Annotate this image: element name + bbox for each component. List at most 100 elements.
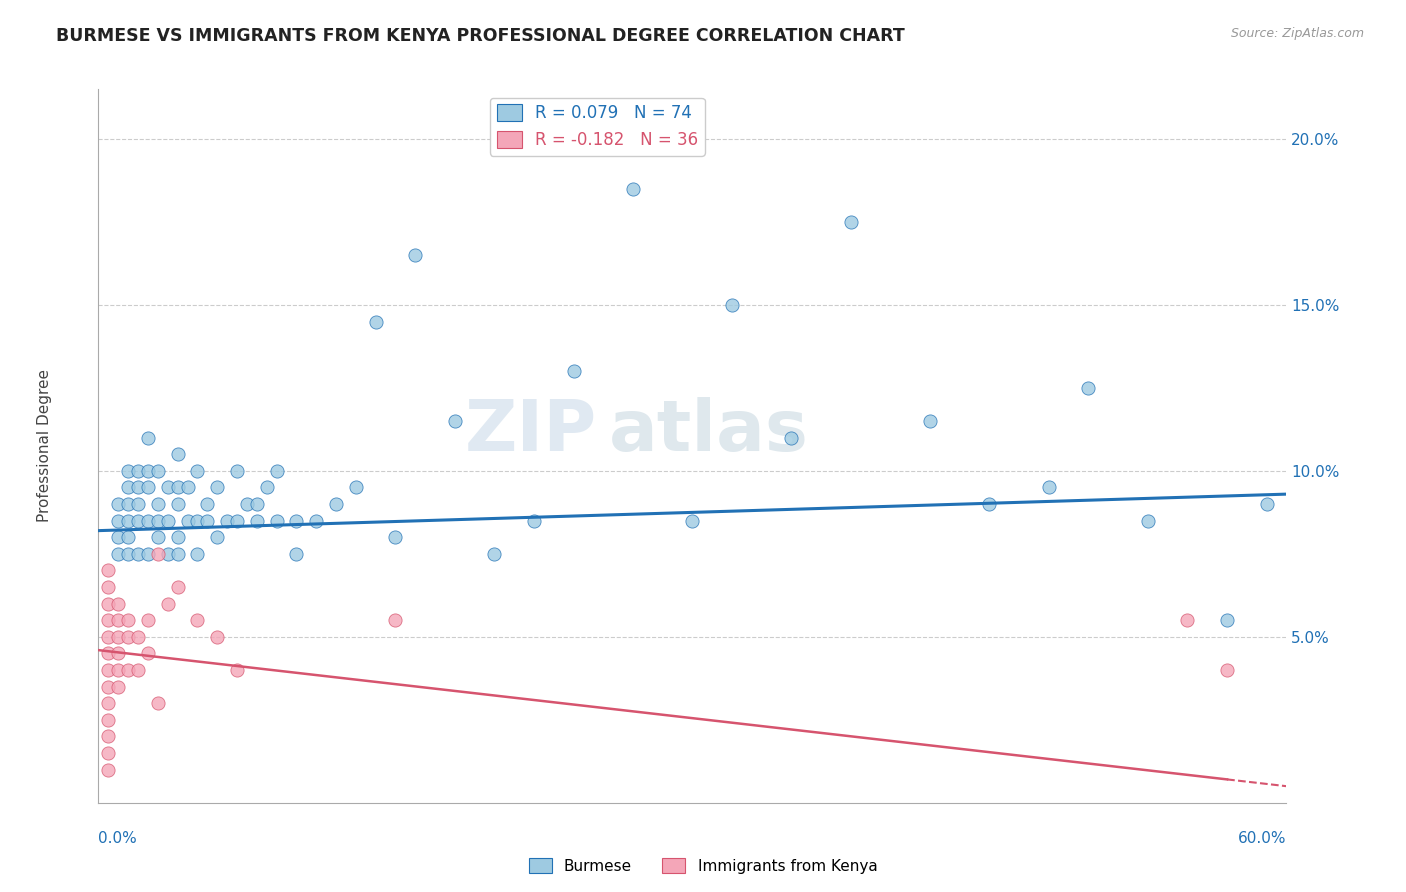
- Text: ZIP: ZIP: [465, 397, 598, 467]
- Point: [236, 497, 259, 511]
- Point: [839, 215, 862, 229]
- Point: [156, 597, 179, 611]
- Point: [780, 431, 803, 445]
- Text: atlas: atlas: [609, 397, 810, 467]
- Point: [136, 481, 159, 495]
- Point: [166, 530, 188, 544]
- Point: [1256, 497, 1278, 511]
- Point: [979, 497, 1001, 511]
- Point: [1136, 514, 1159, 528]
- Point: [1216, 613, 1239, 627]
- Point: [97, 680, 120, 694]
- Point: [444, 414, 467, 428]
- Point: [384, 613, 406, 627]
- Point: [166, 447, 188, 461]
- Point: [97, 663, 120, 677]
- Point: [1077, 381, 1099, 395]
- Point: [107, 497, 129, 511]
- Point: [920, 414, 942, 428]
- Point: [146, 547, 169, 561]
- Point: [1177, 613, 1199, 627]
- Point: [166, 580, 188, 594]
- Point: [1038, 481, 1060, 495]
- Point: [136, 547, 159, 561]
- Point: [146, 696, 169, 710]
- Point: [256, 481, 278, 495]
- Text: Source: ZipAtlas.com: Source: ZipAtlas.com: [1230, 27, 1364, 40]
- Point: [117, 630, 139, 644]
- Point: [285, 514, 308, 528]
- Point: [97, 647, 120, 661]
- Point: [176, 514, 198, 528]
- Point: [344, 481, 367, 495]
- Point: [166, 481, 188, 495]
- Point: [195, 497, 218, 511]
- Point: [107, 597, 129, 611]
- Point: [404, 248, 426, 262]
- Point: [325, 497, 347, 511]
- Point: [117, 464, 139, 478]
- Point: [226, 514, 249, 528]
- Point: [97, 763, 120, 777]
- Legend: Burmese, Immigrants from Kenya: Burmese, Immigrants from Kenya: [523, 852, 883, 880]
- Point: [127, 464, 149, 478]
- Point: [127, 514, 149, 528]
- Point: [127, 547, 149, 561]
- Point: [136, 613, 159, 627]
- Point: [117, 663, 139, 677]
- Text: 0.0%: 0.0%: [98, 831, 138, 847]
- Point: [97, 746, 120, 760]
- Point: [146, 464, 169, 478]
- Point: [97, 713, 120, 727]
- Point: [97, 580, 120, 594]
- Point: [107, 663, 129, 677]
- Point: [266, 514, 288, 528]
- Point: [562, 364, 585, 378]
- Point: [1216, 663, 1239, 677]
- Point: [136, 514, 159, 528]
- Point: [156, 547, 179, 561]
- Point: [127, 497, 149, 511]
- Point: [226, 464, 249, 478]
- Point: [97, 564, 120, 578]
- Point: [117, 530, 139, 544]
- Point: [207, 481, 229, 495]
- Point: [621, 182, 644, 196]
- Point: [523, 514, 546, 528]
- Point: [146, 530, 169, 544]
- Text: BURMESE VS IMMIGRANTS FROM KENYA PROFESSIONAL DEGREE CORRELATION CHART: BURMESE VS IMMIGRANTS FROM KENYA PROFESS…: [56, 27, 905, 45]
- Point: [136, 431, 159, 445]
- Point: [107, 530, 129, 544]
- Point: [305, 514, 328, 528]
- Point: [246, 514, 269, 528]
- Point: [721, 298, 744, 312]
- Point: [364, 314, 387, 328]
- Text: 60.0%: 60.0%: [1239, 831, 1286, 847]
- Point: [207, 530, 229, 544]
- Point: [207, 630, 229, 644]
- Point: [226, 663, 249, 677]
- Point: [246, 497, 269, 511]
- Point: [127, 481, 149, 495]
- Point: [186, 514, 208, 528]
- Point: [117, 514, 139, 528]
- Point: [117, 481, 139, 495]
- Point: [136, 647, 159, 661]
- Point: [285, 547, 308, 561]
- Point: [166, 497, 188, 511]
- Point: [97, 630, 120, 644]
- Point: [217, 514, 239, 528]
- Point: [156, 514, 179, 528]
- Point: [186, 613, 208, 627]
- Point: [117, 547, 139, 561]
- Point: [127, 630, 149, 644]
- Legend: R = 0.079   N = 74, R = -0.182   N = 36: R = 0.079 N = 74, R = -0.182 N = 36: [491, 97, 704, 155]
- Point: [146, 514, 169, 528]
- Point: [384, 530, 406, 544]
- Point: [682, 514, 704, 528]
- Point: [107, 647, 129, 661]
- Point: [186, 547, 208, 561]
- Point: [107, 547, 129, 561]
- Point: [186, 464, 208, 478]
- Point: [166, 547, 188, 561]
